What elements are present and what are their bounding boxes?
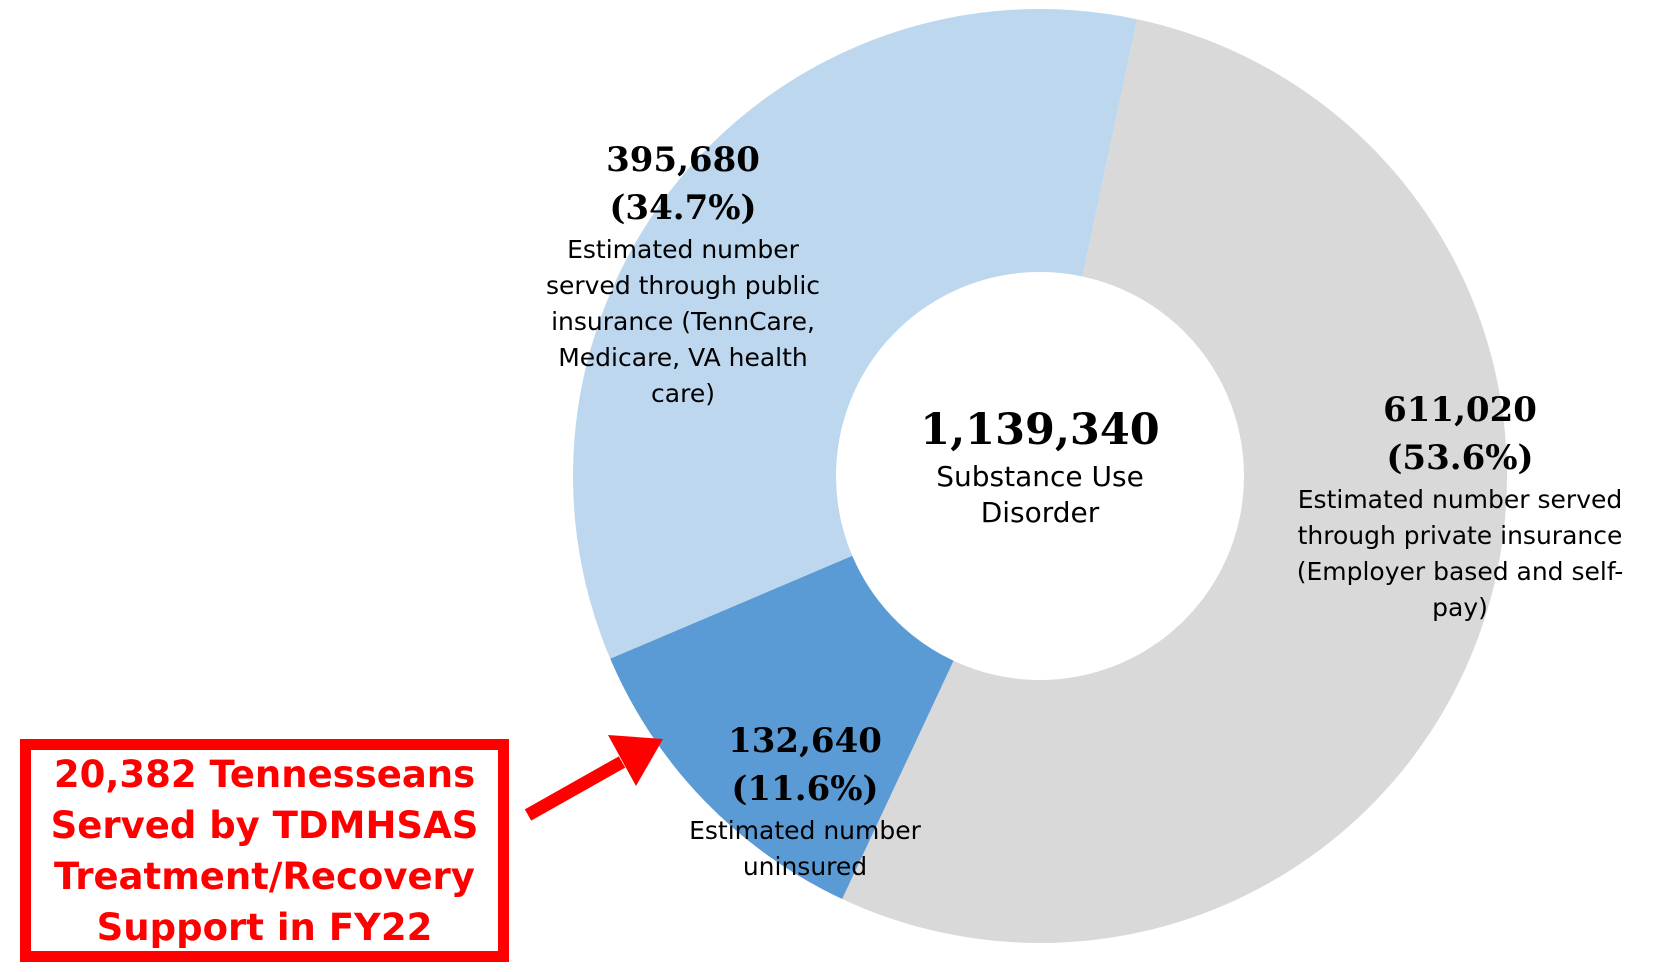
donut-slice-public-insurance: [572, 8, 1138, 659]
center-label: 1,139,340 Substance Use Disorder: [905, 401, 1175, 531]
slice-description-private: Estimated number served through private …: [1296, 485, 1624, 622]
slice-percent-uninsured: (11.6%): [731, 769, 879, 809]
slice-label-public-insurance: 395,680 (34.7%) Estimated number served …: [538, 136, 828, 412]
slice-label-uninsured: 132,640 (11.6%) Estimated number uninsur…: [680, 717, 930, 885]
slice-value-private: 611,020: [1383, 390, 1537, 430]
slice-value-public: 395,680: [606, 140, 760, 180]
slice-description-uninsured: Estimated number uninsured: [689, 816, 921, 881]
center-total-value: 1,139,340: [920, 405, 1160, 455]
slice-percent-public: (34.7%): [609, 188, 757, 228]
center-description: Substance Use Disorder: [936, 460, 1144, 529]
donut-slice-uninsured: [610, 555, 954, 900]
slice-label-private-insurance: 611,020 (53.6%) Estimated number served …: [1270, 386, 1650, 626]
callout-text: 20,382 Tennesseans Served by TDMHSAS Tre…: [50, 752, 479, 949]
slice-description-public: Estimated number served through public i…: [545, 235, 821, 408]
donut-slice-private-insurance: [842, 19, 1507, 943]
slice-value-uninsured: 132,640: [728, 721, 882, 761]
callout-box: 20,382 Tennesseans Served by TDMHSAS Tre…: [20, 739, 509, 962]
slice-percent-private: (53.6%): [1386, 438, 1534, 478]
